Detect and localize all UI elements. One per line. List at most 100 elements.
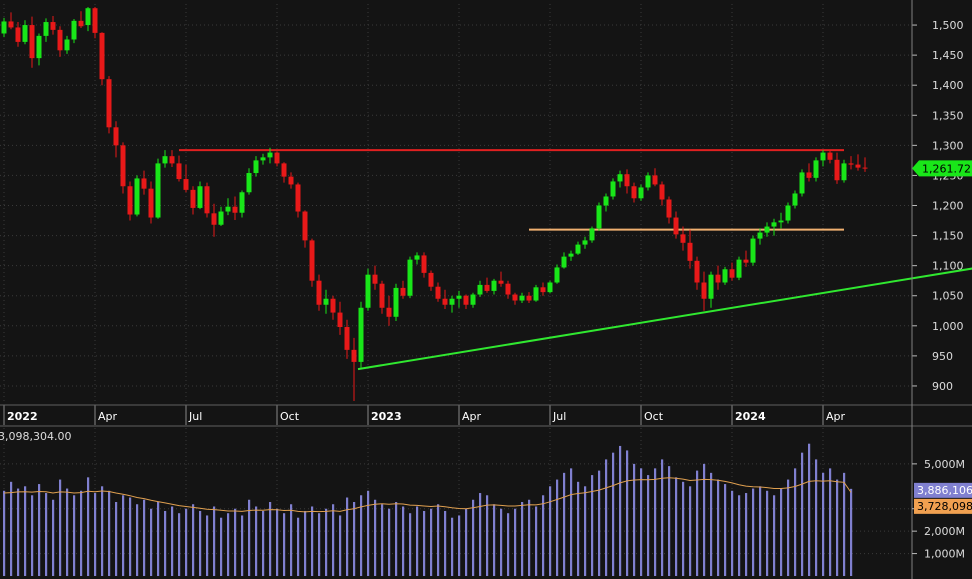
volume-bar (521, 502, 524, 576)
candle-body (652, 175, 658, 185)
volume-bar (87, 477, 90, 576)
volume-bar (549, 486, 552, 576)
candle-body (176, 163, 182, 180)
annotation-lines (179, 149, 972, 371)
volume-bar (745, 493, 748, 576)
candle-body (22, 25, 28, 42)
volume-bar (283, 513, 286, 576)
candle-body (71, 20, 77, 40)
volume-bar (374, 499, 377, 576)
candle-body (309, 240, 315, 281)
volume-bar (115, 502, 118, 576)
candle-body (372, 274, 378, 284)
volume-tick-label: 5,000M (924, 458, 965, 471)
volume-bar (493, 504, 496, 576)
candle-body (99, 32, 105, 80)
candle-body (162, 156, 168, 164)
price-tick-label: 1,500 (932, 19, 964, 32)
volume-bar (255, 506, 258, 576)
volume-bar (31, 495, 34, 576)
volume-bar (500, 508, 503, 576)
candle-body (267, 152, 273, 158)
candle-body (36, 35, 42, 59)
volume-bar (829, 468, 832, 576)
candle-body (211, 213, 217, 225)
volume-bar (3, 490, 6, 576)
candle-body (449, 298, 455, 305)
candle-body (1, 21, 7, 34)
volume-bar (346, 497, 349, 576)
candle-body (456, 295, 462, 299)
candle-body (596, 205, 602, 229)
volume-bar (647, 475, 650, 576)
candle-body (771, 222, 777, 227)
candle-body (29, 25, 35, 59)
volume-bar (304, 510, 307, 576)
date-tick-label: Apr (826, 410, 846, 423)
candle-body (127, 186, 133, 215)
candle-body (414, 255, 420, 260)
price-tick-label: 1,450 (932, 49, 964, 62)
volume-bar (584, 486, 587, 576)
volume-bar (661, 459, 664, 576)
volume-bar (535, 506, 538, 576)
candle-body (197, 186, 203, 208)
volume-bar (591, 475, 594, 576)
volume-bar (780, 488, 783, 576)
candle-body (799, 172, 805, 194)
candle-body (498, 280, 504, 284)
volume-bar (290, 504, 293, 576)
volume-bars (3, 443, 853, 576)
price-tick-label: 1,350 (932, 109, 964, 122)
volume-bar (157, 502, 160, 576)
volume-bar (192, 504, 195, 576)
candle-body (295, 184, 301, 212)
candle-body (505, 283, 511, 295)
price-tick-label: 1,300 (932, 139, 964, 152)
price-tick-label: 1,050 (932, 290, 964, 303)
candle-body (512, 294, 518, 301)
volume-bar (276, 508, 279, 576)
volume-bar (619, 445, 622, 576)
volume-bar (787, 479, 790, 576)
volume-bar (472, 499, 475, 576)
volume-bar (654, 468, 657, 576)
volume-bar (542, 495, 545, 576)
volume-bar (759, 486, 762, 576)
volume-bar (52, 499, 55, 576)
volume-bar (696, 470, 699, 576)
candle-body (554, 267, 560, 283)
volume-bar (381, 504, 384, 576)
candle-body (8, 21, 14, 28)
axis-labels: 9009501,0001,0501,1001,1501,2001,2501,30… (0, 19, 972, 561)
date-tick-label: Apr (462, 410, 482, 423)
candle-body (183, 179, 189, 190)
volume-bar (395, 502, 398, 576)
price-tick-label: 1,150 (932, 230, 964, 243)
volume-bar (843, 472, 846, 576)
volume-last-label: 3,886,106 (917, 484, 972, 497)
candle-body (757, 232, 763, 239)
volume-bar (185, 508, 188, 576)
candle-body (785, 205, 791, 221)
volume-bar (640, 468, 643, 576)
volume-bar (444, 510, 447, 576)
volume-bar (388, 508, 391, 576)
candle-body (442, 298, 448, 305)
candle-body (855, 164, 861, 168)
volume-bar (731, 490, 734, 576)
candle-body (841, 163, 847, 181)
volume-bar (234, 508, 237, 576)
volume-bar (626, 450, 629, 576)
average-last-label: 3,728,098 (917, 500, 972, 513)
candle-body (806, 172, 812, 178)
volume-bar (409, 513, 412, 576)
volume-bar (262, 510, 265, 576)
candle-body (393, 287, 399, 317)
price-tick-label: 1,000 (932, 320, 964, 333)
date-tick-label: Jul (552, 410, 566, 423)
candle-body (155, 163, 161, 218)
volume-bar (122, 495, 125, 576)
candle-body (638, 187, 644, 199)
